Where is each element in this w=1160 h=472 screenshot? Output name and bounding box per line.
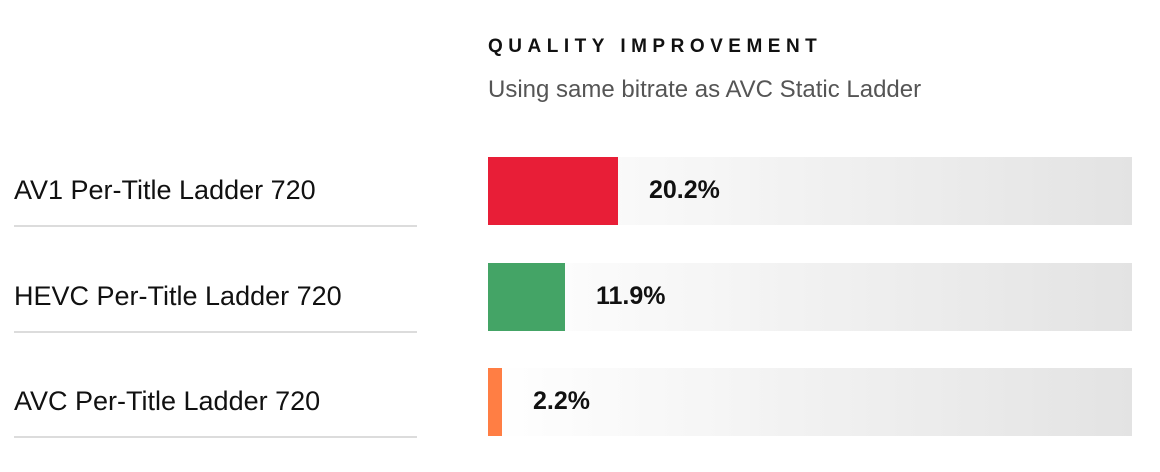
chart-row: AVC Per-Title Ladder 720 2.2%	[0, 368, 1160, 438]
bar-track: 11.9%	[488, 263, 1132, 331]
bar	[488, 157, 618, 225]
row-divider	[14, 436, 417, 438]
category-label: HEVC Per-Title Ladder 720	[14, 281, 342, 311]
category-label: AV1 Per-Title Ladder 720	[14, 175, 316, 205]
bar	[488, 263, 565, 331]
bar-track: 2.2%	[488, 368, 1132, 436]
chart-subtitle: Using same bitrate as AVC Static Ladder	[488, 76, 922, 103]
value-label: 20.2%	[649, 176, 720, 204]
value-label: 2.2%	[533, 387, 590, 415]
bar-track: 20.2%	[488, 157, 1132, 225]
chart-row: AV1 Per-Title Ladder 720 20.2%	[0, 157, 1160, 227]
category-label: AVC Per-Title Ladder 720	[14, 386, 321, 416]
bar	[488, 368, 502, 436]
chart-title: QUALITY IMPROVEMENT	[488, 36, 823, 57]
chart-row: HEVC Per-Title Ladder 720 11.9%	[0, 263, 1160, 333]
value-label: 11.9%	[596, 282, 666, 310]
row-divider	[14, 331, 417, 333]
row-divider	[14, 225, 417, 227]
